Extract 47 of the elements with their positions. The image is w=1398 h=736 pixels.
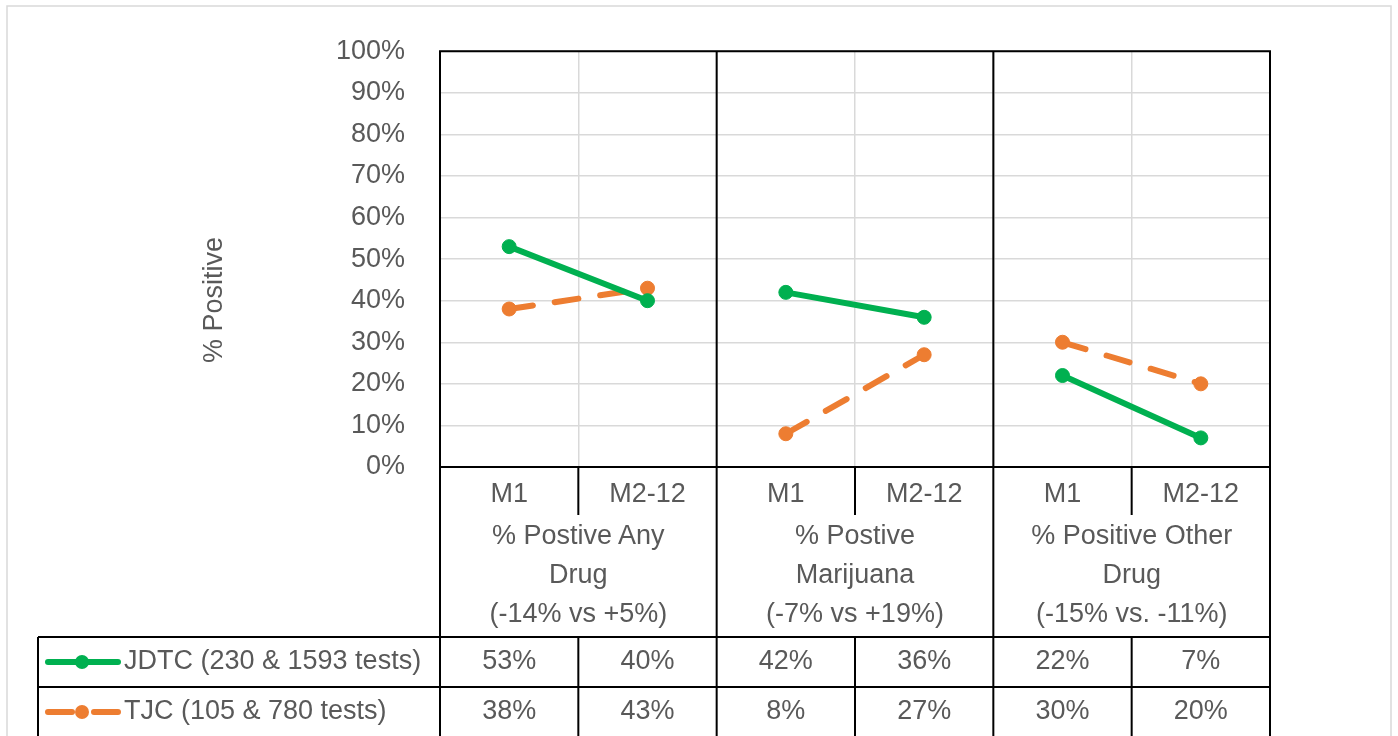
data-label: 40% — [620, 645, 675, 676]
point — [1055, 368, 1070, 384]
y-tick-label: 30% — [350, 325, 405, 356]
x-tick-label: M1 — [1043, 477, 1082, 508]
y-axis-title: % Positive — [198, 236, 229, 364]
x-tick-label: M2-12 — [609, 477, 686, 508]
point — [501, 239, 517, 255]
point — [640, 280, 655, 296]
y-tick-label: 80% — [350, 117, 405, 148]
data-label: 36% — [897, 645, 952, 676]
y-tick-label: 0% — [365, 450, 405, 481]
text: % Postive Marijuana (-7% vs +19%) — [766, 520, 944, 629]
y-tick-label: 100% — [335, 34, 405, 65]
point — [1193, 376, 1209, 392]
point — [1055, 334, 1070, 350]
data-label: 20% — [1173, 695, 1228, 726]
point — [640, 293, 655, 309]
y-tick-label: 60% — [350, 200, 405, 231]
data-label: 38% — [482, 695, 537, 726]
y-tick-label: 70% — [350, 159, 405, 190]
x-tick-label: M2-12 — [885, 477, 963, 508]
point — [916, 309, 932, 325]
point — [501, 301, 517, 317]
text: % Positive Other Drug (-15% vs. -11%) — [1031, 520, 1233, 629]
data-label: 22% — [1035, 645, 1090, 676]
y-tick-label: 10% — [350, 408, 405, 439]
legend-label: JDTC (230 & 1593 tests) — [124, 645, 422, 676]
point — [778, 426, 794, 442]
y-tick-label: 90% — [350, 76, 405, 107]
x-tick-label: M1 — [767, 477, 805, 508]
y-tick-label: 20% — [350, 367, 405, 398]
text: % Postive Any Drug (-14% vs +5%) — [489, 520, 668, 629]
y-tick-label: 40% — [350, 284, 405, 315]
point — [1193, 430, 1209, 446]
data-label: 53% — [482, 645, 537, 676]
data-label: 43% — [620, 695, 675, 726]
point — [778, 284, 794, 300]
data-label: 8% — [766, 695, 806, 726]
data-label: 27% — [897, 695, 952, 726]
y-tick-label: 50% — [350, 242, 405, 273]
data-label: 7% — [1181, 645, 1221, 676]
point — [916, 347, 932, 363]
data-label: 30% — [1035, 695, 1090, 726]
legend-label: TJC (105 & 780 tests) — [124, 695, 387, 726]
x-tick-label: M1 — [490, 477, 528, 508]
data-label: 42% — [758, 645, 813, 676]
x-tick-label: M2-12 — [1162, 477, 1240, 508]
